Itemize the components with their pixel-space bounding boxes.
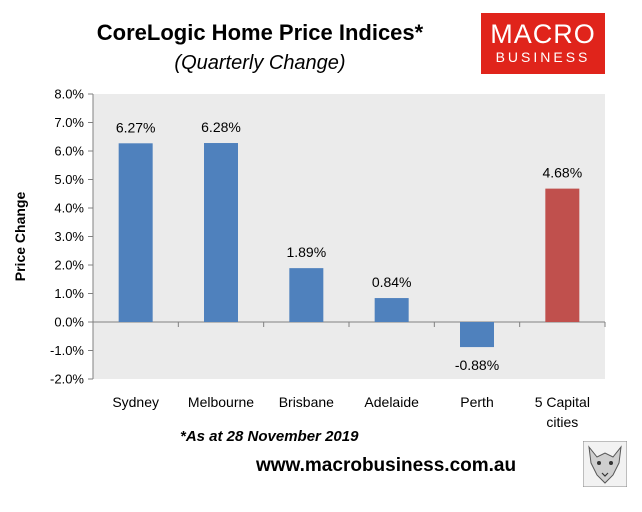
bar bbox=[118, 143, 153, 322]
footnote: *As at 28 November 2019 bbox=[180, 428, 359, 445]
website-url: www.macrobusiness.com.au bbox=[256, 455, 517, 476]
y-tick-label: 3.0% bbox=[54, 229, 84, 244]
y-tick-label: 6.0% bbox=[54, 144, 84, 159]
category-label: Perth bbox=[460, 394, 493, 410]
wolf-mascot-icon bbox=[583, 441, 627, 487]
y-tick-label: 8.0% bbox=[54, 87, 84, 102]
macrobusiness-logo: MACRO BUSINESS bbox=[481, 13, 605, 74]
y-tick-label: 1.0% bbox=[54, 286, 84, 301]
y-tick-label: 7.0% bbox=[54, 115, 84, 130]
bar bbox=[545, 188, 580, 322]
chart-subtitle: (Quarterly Change) bbox=[174, 52, 346, 74]
data-label: 6.28% bbox=[201, 119, 241, 135]
y-tick-label: -1.0% bbox=[50, 343, 84, 358]
y-tick-label: 2.0% bbox=[54, 258, 84, 273]
data-label: -0.88% bbox=[455, 357, 499, 373]
y-tick-label: 0.0% bbox=[54, 315, 84, 330]
category-label: Adelaide bbox=[364, 394, 419, 410]
y-tick-label: 4.0% bbox=[54, 201, 84, 216]
chart-title: CoreLogic Home Price Indices* bbox=[96, 20, 424, 45]
y-tick-label: 5.0% bbox=[54, 172, 84, 187]
y-axis-title: Price Change bbox=[12, 192, 28, 282]
data-label: 4.68% bbox=[542, 165, 582, 181]
bar bbox=[289, 268, 324, 322]
logo-line-1: MACRO bbox=[490, 19, 596, 49]
data-label: 0.84% bbox=[372, 274, 412, 290]
bar bbox=[374, 298, 409, 322]
category-label: Melbourne bbox=[188, 394, 254, 410]
y-tick-label: -2.0% bbox=[50, 372, 84, 387]
category-label: cities bbox=[546, 414, 578, 430]
bar bbox=[460, 322, 494, 348]
category-label: Brisbane bbox=[279, 394, 334, 410]
category-label: 5 Capital bbox=[535, 394, 590, 410]
logo-line-2: BUSINESS bbox=[495, 49, 591, 65]
plot-area bbox=[93, 94, 605, 379]
bar bbox=[204, 143, 238, 322]
data-label: 1.89% bbox=[286, 244, 326, 260]
category-label: Sydney bbox=[112, 394, 159, 410]
data-label: 6.27% bbox=[116, 119, 156, 135]
